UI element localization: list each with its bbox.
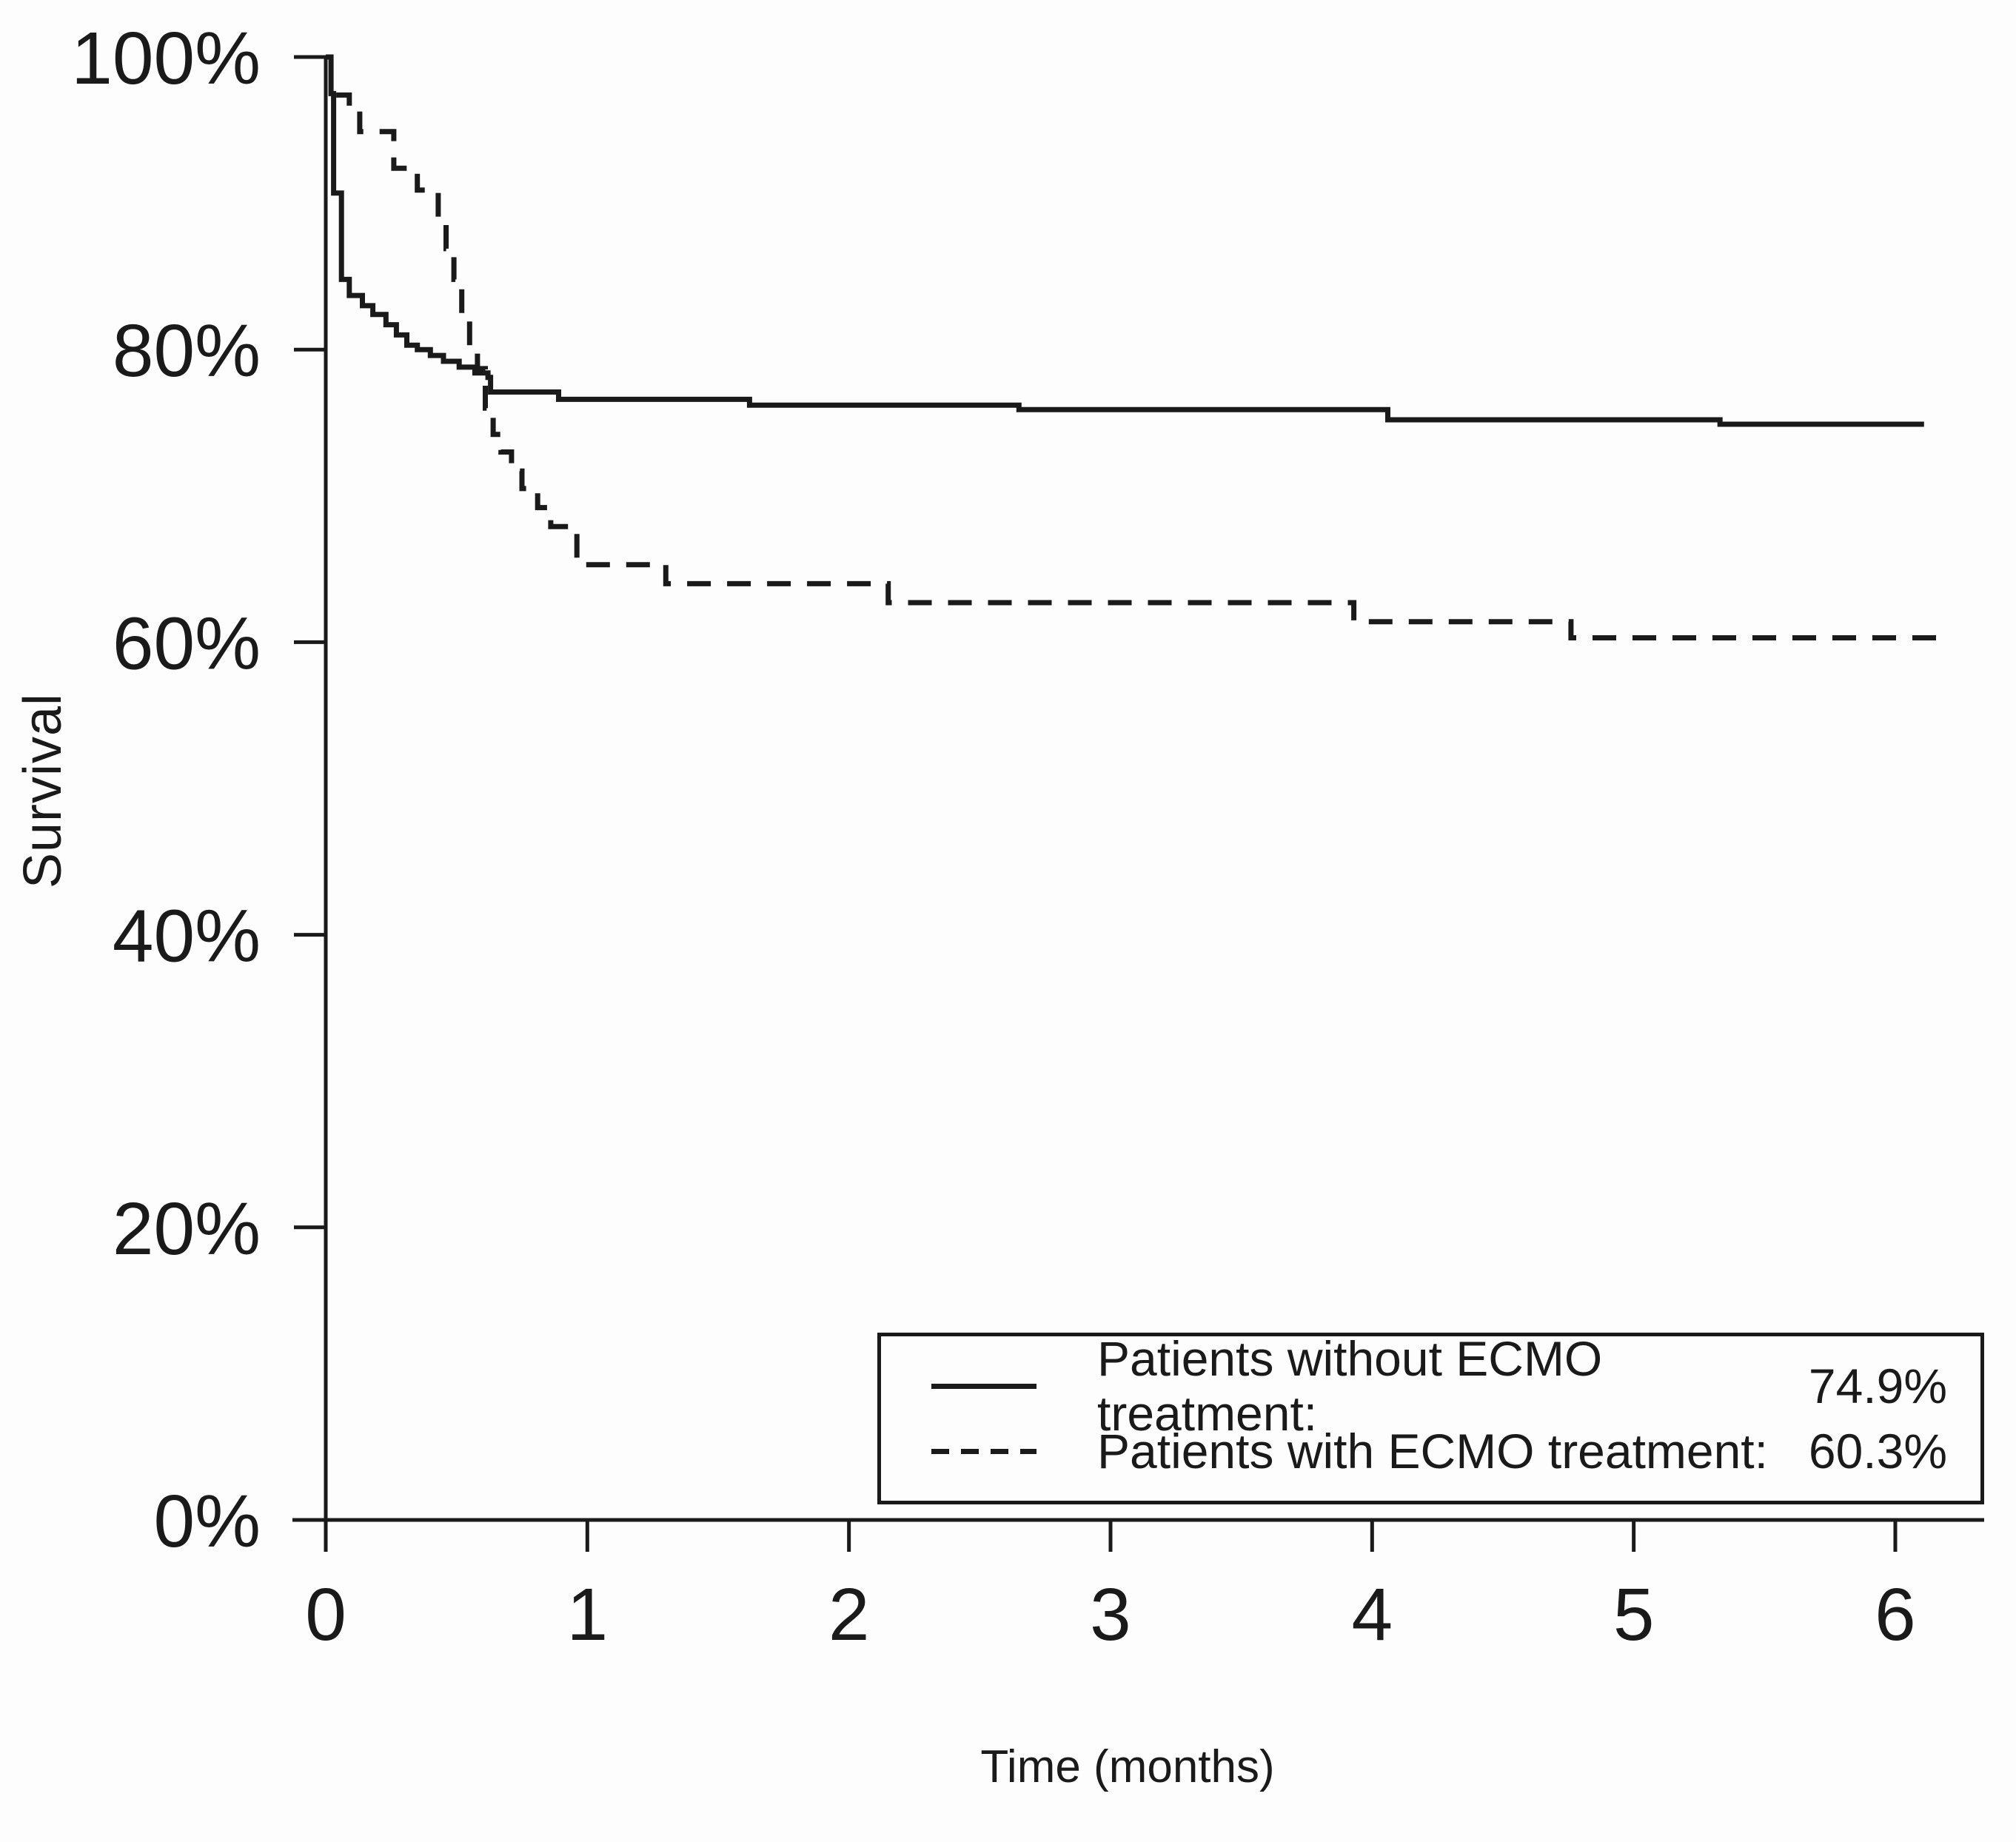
legend-swatch-solid-line [931,1383,1037,1389]
curve-with-ecmo [336,92,1948,640]
x-tick-label: 6 [1875,1573,1916,1656]
legend-box: Patients without ECMO treatment: 74.9% P… [877,1331,1984,1504]
y-tick-label: 100% [71,17,261,100]
x-tick-label: 0 [305,1573,346,1656]
x-axis-title: Time (months) [980,1741,1275,1792]
y-tick-label: 20% [113,1188,261,1270]
x-tick-label: 1 [567,1573,609,1656]
legend-label: Patients without ECMO treatment: [1097,1331,1603,1441]
legend-item: Patients without ECMO treatment: 74.9% [931,1331,1947,1441]
y-tick-label: 40% [113,895,261,978]
legend-swatch-dashed-line [931,1448,1037,1454]
legend-item: Patients with ECMO treatment: 60.3% [931,1424,1947,1478]
x-tick-label: 3 [1090,1573,1131,1656]
x-tick-label: 2 [828,1573,870,1656]
legend-label: Patients with ECMO treatment: [1097,1424,1768,1478]
x-tick-label: 4 [1352,1573,1393,1656]
curve-without-ecmo [326,54,1924,427]
x-tick-label: 5 [1613,1573,1655,1656]
y-tick-label: 60% [113,602,261,685]
y-tick-label: 80% [113,309,261,392]
legend-value: 60.3% [1808,1424,1947,1478]
legend-value: 74.9% [1808,1359,1947,1413]
y-axis-title: Survival [13,692,73,889]
y-tick-label: 0% [153,1480,261,1563]
